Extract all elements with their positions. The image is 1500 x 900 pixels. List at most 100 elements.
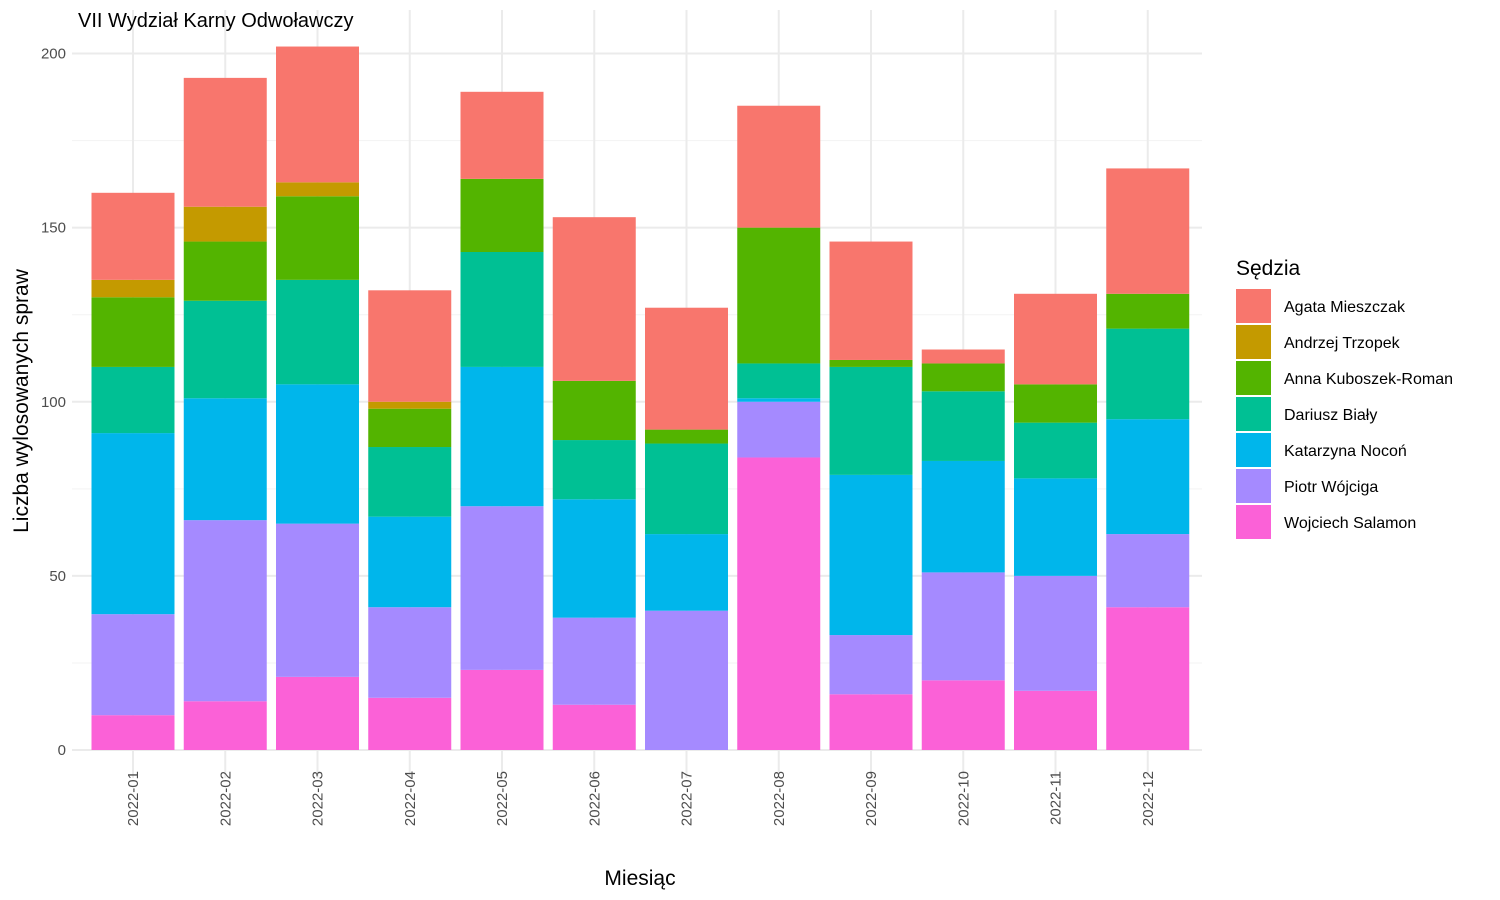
legend-label: Agata Mieszczak [1284, 299, 1406, 316]
bar-segment [183, 241, 267, 301]
x-tick-label: 2022-07 [679, 771, 696, 826]
x-tick-label: 2022-05 [494, 771, 511, 826]
bar-segment [737, 398, 821, 402]
bar-segment [368, 607, 452, 698]
x-tick-label: 2022-01 [125, 771, 142, 826]
bar-segment [645, 429, 728, 444]
bar-segment [1106, 419, 1190, 535]
bar-segment [921, 363, 1005, 392]
legend-swatch [1236, 361, 1271, 395]
bar-segment [552, 704, 636, 750]
bar-segment [368, 401, 452, 409]
legend-label: Anna Kuboszek-Roman [1284, 371, 1453, 388]
bar-segment [829, 474, 913, 636]
bar-segment [460, 178, 544, 253]
y-tick-label: 50 [49, 568, 66, 585]
y-axis-ticks: 0 50 100 150 200 [41, 46, 66, 760]
x-axis-title: Miesiąc [604, 867, 675, 890]
bar-segment [921, 460, 1005, 573]
bar-segment [737, 457, 821, 750]
bar-segment [276, 523, 359, 677]
legend-label: Dariusz Biały [1284, 407, 1377, 424]
chart-title: VII Wydział Karny Odwoławczy [78, 10, 353, 32]
bar-segment [91, 297, 175, 367]
bar-segment [645, 534, 728, 611]
bar-segment [276, 46, 359, 183]
x-axis-ticks: 2022-01 2022-02 2022-03 2022-04 2022-05 2022-… [125, 771, 1157, 826]
bar-segment [368, 408, 452, 448]
bar-segment [460, 669, 544, 750]
bar-segment [737, 227, 821, 364]
x-tick-label: 2022-02 [217, 771, 234, 826]
bar-segment [460, 252, 544, 367]
legend-swatch [1236, 505, 1271, 539]
legend-label: Piotr Wójciga [1284, 479, 1378, 496]
bar-segment [645, 610, 728, 750]
bar-segment [552, 380, 636, 441]
bar-segment [737, 363, 821, 399]
bar-segment [276, 676, 359, 750]
bar-segment [276, 384, 359, 524]
legend-label: Wojciech Salamon [1284, 515, 1416, 532]
bar-segment [91, 192, 175, 280]
bar-segment [368, 290, 452, 402]
legend-swatch [1236, 397, 1271, 431]
bar-segment [829, 359, 913, 367]
x-tick-label: 2022-12 [1140, 771, 1157, 826]
x-tick-label: 2022-03 [310, 771, 327, 826]
bar-segment [737, 105, 821, 228]
bar-segment [1014, 575, 1097, 691]
bar-segment [645, 307, 728, 430]
bar-segment [91, 366, 175, 434]
bar-segment [183, 520, 267, 702]
bar-segment [829, 241, 913, 360]
x-tick-label: 2022-10 [955, 771, 972, 826]
y-tick-label: 200 [41, 46, 66, 63]
bar-segment [460, 366, 544, 507]
bar-segment [91, 279, 175, 298]
bar-segment [552, 440, 636, 500]
bar-segment [368, 516, 452, 608]
bar-segment [276, 196, 359, 280]
bar-segment [183, 701, 267, 750]
x-tick-label: 2022-11 [1048, 771, 1065, 825]
bar-segment [829, 694, 913, 750]
bar-segment [1014, 422, 1097, 479]
bar-segment [183, 206, 267, 242]
legend-label: Katarzyna Nocoń [1284, 443, 1407, 460]
y-axis-title: Liczba wylosowanych spraw [10, 268, 33, 533]
bar-segment [1014, 293, 1097, 385]
bar-segment [829, 635, 913, 695]
bar-segment [1014, 478, 1097, 576]
legend-title: Sędzia [1236, 257, 1301, 280]
bar-segment [91, 433, 175, 615]
bars [91, 46, 1190, 750]
bar-segment [1014, 384, 1097, 423]
legend: Sędzia Agata Mieszczak Andrzej Trzopek Ann… [1236, 257, 1453, 539]
bar-segment [368, 447, 452, 517]
bar-segment [921, 680, 1005, 750]
bar-segment [921, 349, 1005, 364]
bar-segment [1106, 168, 1190, 294]
x-tick-label: 2022-04 [402, 771, 419, 826]
bar-segment [183, 398, 267, 521]
bar-segment [829, 366, 913, 475]
legend-label: Andrzej Trzopek [1284, 335, 1401, 352]
bar-segment [1106, 534, 1190, 608]
legend-swatch [1236, 469, 1271, 503]
y-tick-label: 150 [41, 220, 66, 237]
bar-segment [460, 506, 544, 670]
bar-segment [276, 182, 359, 197]
y-tick-label: 0 [58, 742, 66, 759]
bar-segment [276, 279, 359, 385]
x-tick-label: 2022-06 [586, 771, 603, 826]
bar-segment [368, 697, 452, 750]
bar-segment [921, 391, 1005, 461]
bar-segment [460, 91, 544, 179]
bar-segment [921, 572, 1005, 681]
bar-segment [1106, 328, 1190, 420]
legend-swatch [1236, 289, 1271, 323]
x-tick-label: 2022-08 [771, 771, 788, 826]
bar-segment [91, 614, 175, 716]
bar-segment [91, 715, 175, 750]
